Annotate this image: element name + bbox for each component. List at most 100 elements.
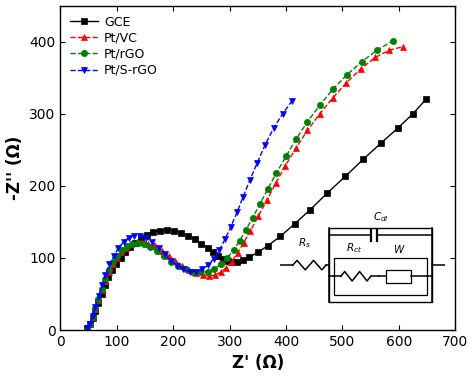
Pt/rGO: [99, 287, 104, 291]
Pt/VC: [166, 254, 172, 258]
Pt/S-rGO: [199, 267, 205, 272]
GCE: [216, 254, 221, 258]
Pt/rGO: [175, 263, 181, 268]
Pt/VC: [139, 240, 145, 244]
Pt/rGO: [87, 321, 92, 326]
Pt/VC: [373, 55, 378, 60]
Line: Pt/S-rGO: Pt/S-rGO: [84, 98, 295, 331]
GCE: [138, 236, 144, 241]
Pt/rGO: [344, 73, 350, 77]
Pt/VC: [159, 248, 165, 253]
Pt/S-rGO: [181, 267, 186, 272]
Pt/S-rGO: [168, 259, 174, 263]
Pt/rGO: [154, 249, 160, 254]
Pt/VC: [255, 214, 261, 218]
Pt/VC: [193, 271, 199, 275]
GCE: [87, 322, 92, 327]
Pt/VC: [114, 256, 119, 260]
Pt/S-rGO: [211, 256, 217, 261]
Pt/VC: [173, 259, 178, 263]
Pt/VC: [386, 48, 392, 53]
GCE: [192, 237, 198, 242]
Pt/S-rGO: [187, 270, 192, 274]
Pt/rGO: [305, 119, 310, 124]
Legend: GCE, Pt/VC, Pt/rGO, Pt/S-rGO: GCE, Pt/VC, Pt/rGO, Pt/S-rGO: [67, 12, 162, 81]
Pt/VC: [152, 244, 158, 249]
Pt/VC: [317, 112, 323, 116]
Pt/rGO: [141, 242, 146, 246]
GCE: [128, 245, 133, 249]
Pt/rGO: [102, 277, 108, 281]
Pt/VC: [247, 228, 253, 233]
GCE: [145, 232, 150, 237]
GCE: [410, 112, 416, 116]
Pt/rGO: [205, 270, 210, 274]
Pt/rGO: [293, 137, 299, 141]
GCE: [171, 228, 177, 233]
GCE: [220, 256, 226, 261]
GCE: [225, 259, 231, 263]
Pt/VC: [146, 241, 151, 246]
Pt/VC: [283, 163, 288, 168]
Pt/S-rGO: [271, 126, 276, 130]
Pt/S-rGO: [262, 143, 268, 147]
GCE: [118, 256, 124, 260]
Y-axis label: -Z'' (Ω): -Z'' (Ω): [6, 136, 24, 200]
Pt/S-rGO: [222, 237, 228, 242]
Line: GCE: GCE: [84, 96, 429, 331]
Pt/VC: [106, 270, 112, 274]
GCE: [90, 316, 95, 321]
Pt/VC: [344, 81, 349, 85]
GCE: [423, 97, 429, 102]
Pt/VC: [330, 96, 336, 100]
Pt/rGO: [92, 306, 98, 311]
Pt/S-rGO: [116, 246, 121, 250]
Pt/VC: [293, 145, 299, 150]
Pt/S-rGO: [87, 321, 92, 326]
GCE: [205, 246, 210, 250]
Pt/VC: [128, 242, 134, 246]
Pt/S-rGO: [96, 294, 101, 298]
Pt/VC: [206, 274, 211, 278]
GCE: [105, 275, 111, 280]
Pt/VC: [235, 251, 240, 255]
Pt/rGO: [374, 48, 380, 53]
Pt/S-rGO: [174, 263, 180, 268]
Pt/rGO: [168, 259, 174, 264]
Pt/S-rGO: [247, 178, 253, 182]
Pt/VC: [400, 44, 406, 49]
Line: Pt/rGO: Pt/rGO: [84, 38, 396, 331]
Pt/rGO: [190, 270, 196, 274]
Pt/VC: [229, 259, 235, 264]
Pt/rGO: [124, 243, 130, 248]
Pt/VC: [110, 262, 116, 267]
GCE: [164, 228, 170, 232]
Pt/rGO: [198, 270, 203, 274]
GCE: [308, 208, 313, 212]
GCE: [133, 240, 138, 245]
Pt/rGO: [225, 256, 230, 260]
Pt/S-rGO: [255, 161, 260, 165]
Pt/rGO: [119, 248, 125, 252]
Pt/rGO: [265, 186, 271, 191]
Line: Pt/VC: Pt/VC: [84, 43, 406, 331]
Pt/S-rGO: [155, 246, 161, 250]
Pt/VC: [212, 273, 218, 277]
Pt/rGO: [237, 239, 243, 243]
Pt/S-rGO: [111, 254, 117, 258]
Pt/rGO: [90, 315, 95, 319]
Pt/S-rGO: [193, 270, 199, 274]
Pt/VC: [223, 266, 229, 270]
Pt/rGO: [243, 228, 249, 232]
Pt/S-rGO: [92, 305, 98, 309]
GCE: [395, 126, 401, 130]
Pt/VC: [186, 268, 192, 273]
Pt/VC: [218, 270, 223, 274]
Pt/VC: [134, 240, 139, 244]
Pt/S-rGO: [240, 194, 246, 199]
GCE: [378, 141, 383, 146]
GCE: [178, 231, 184, 235]
Pt/S-rGO: [217, 248, 222, 252]
Pt/rGO: [161, 254, 166, 259]
Pt/S-rGO: [234, 210, 240, 215]
